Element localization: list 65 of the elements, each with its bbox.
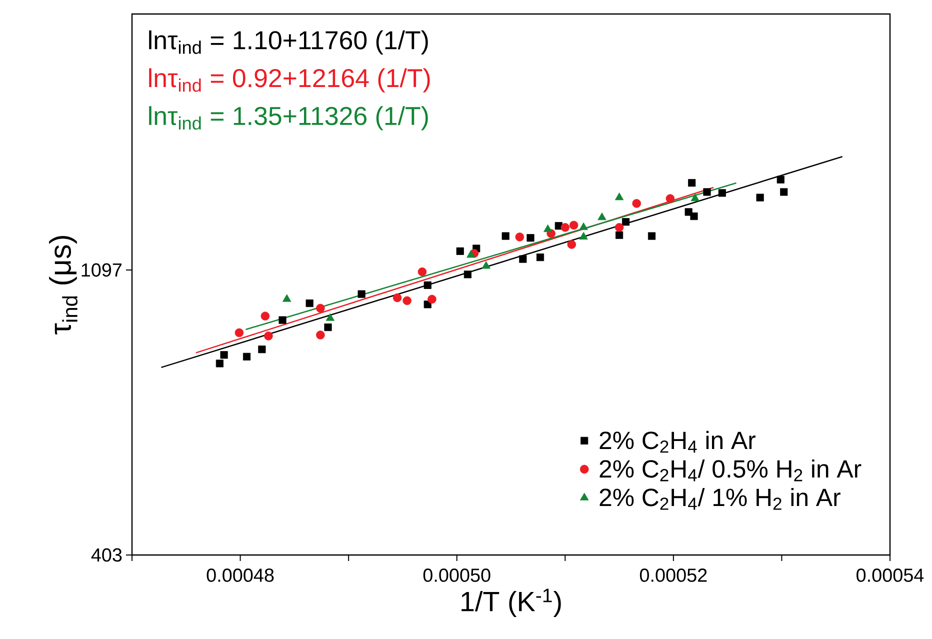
point [278,316,286,324]
point [324,323,332,332]
point [220,351,228,359]
x-tick-label: 0.00052 [640,568,707,582]
point [306,299,314,308]
point [543,224,552,232]
annotation: lnτ$_{ind}$ = 0.92+12164 (1/T) [149,68,430,92]
point [648,232,656,240]
point [718,189,726,197]
point [622,218,630,226]
point [392,293,402,302]
x-tick-label: 0.00050 [423,568,490,582]
point [756,194,764,202]
point [418,267,427,276]
annotation: lnτ$_{ind}$ = 1.35+11326 (1/T) [149,106,428,130]
point [216,360,224,368]
point [703,188,711,196]
point [616,231,624,239]
legend-label: 2% C$_{2}$H$_{4}$ in Ar [600,430,756,453]
y-axis-title: τ$_{ind}$ (μs) [49,236,78,334]
point [560,223,570,232]
point [282,294,292,302]
point [780,188,788,196]
point [598,212,606,220]
point [614,192,624,200]
point [502,232,510,240]
point [688,179,696,187]
point [526,234,534,242]
point [358,290,366,298]
legend-label: 2% C$_{2}$H$_{4}$/ 0.5% H$_{2}$ in Ar [600,459,862,482]
point [569,220,578,230]
point [579,222,588,230]
point [536,254,544,262]
point [464,270,472,278]
point [264,332,273,340]
point [567,240,576,249]
point [690,194,700,202]
point [424,281,432,289]
legend-label: 2% C$_{2}$H$_{4}$/ 1% H$_{2}$ in Ar [600,488,840,510]
point [579,232,588,240]
point [402,296,412,306]
x-tick-label: 0.00048 [206,568,274,582]
point [776,176,784,184]
x-axis-title: 1/T (K$^{-1}$) [462,588,561,617]
point [316,330,325,340]
point [428,294,436,304]
point [519,255,527,263]
annotation: lnτ$_{ind}$ = 1.10+11760 (1/T) [149,30,428,55]
point [632,199,641,208]
point [466,250,476,258]
point [326,313,335,321]
point [258,346,266,354]
point [690,212,698,220]
point [456,247,464,255]
point [242,352,251,360]
point [614,223,624,232]
point [666,194,675,203]
point [234,328,244,338]
point [515,232,524,242]
x-tick-label: 0.00054 [856,568,924,582]
y-tick-label: 403 [91,548,122,562]
point [316,304,325,313]
y-tick-label: 1097 [82,263,122,277]
point [482,261,490,269]
point [260,312,270,320]
